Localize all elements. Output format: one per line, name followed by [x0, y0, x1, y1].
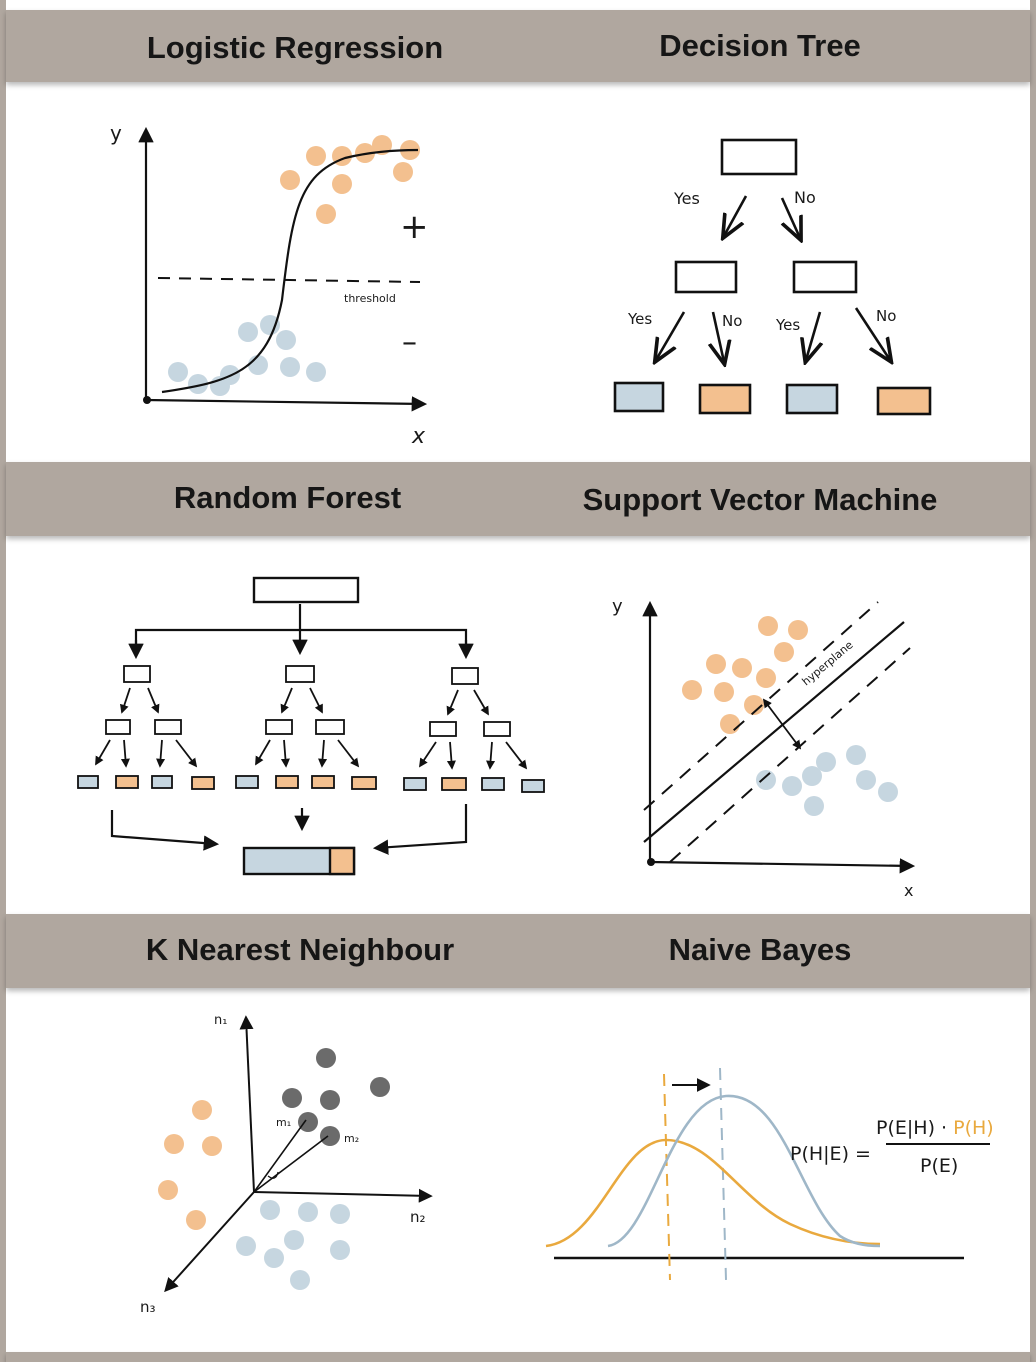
dt-leaf-1: [613, 381, 665, 413]
dt-leaf-2: [698, 383, 752, 415]
nb-formula-numerator: P(E|H) · P(H): [876, 1117, 994, 1139]
knn-m1-label: m₁: [276, 1116, 291, 1129]
knn-title: K Nearest Neighbour: [145, 932, 455, 967]
rf-tree-3: [403, 667, 545, 793]
dt-no-1: No: [794, 188, 816, 207]
header-band-row-2: [6, 462, 1030, 536]
decision-tree-title: Decision Tree: [659, 28, 861, 63]
lr-minus-label: –: [402, 325, 417, 360]
dt-node-right: [792, 260, 858, 294]
logistic-regression-title: Logistic Regression: [146, 30, 444, 65]
nb-numerator-b: P(H): [953, 1117, 994, 1139]
rf-tree-2: [235, 665, 377, 790]
naive-bayes-title: Naive Bayes: [668, 932, 852, 967]
header-band-row-3: [6, 914, 1030, 988]
knn-m2-label: m₂: [344, 1132, 359, 1145]
random-forest-title: Random Forest: [173, 480, 402, 515]
knn-n3-label: n₃: [140, 1298, 156, 1316]
dt-node-left: [674, 260, 738, 294]
nb-formula-denominator: P(E): [920, 1155, 958, 1177]
rf-root-node: [252, 576, 360, 604]
svm-y-label: y: [612, 596, 623, 617]
decision-tree-labels: Yes No Yes No Yes No: [627, 188, 896, 334]
naive-bayes-diagram: P(H|E) = P(E|H) · P(H) P(E): [545, 1067, 994, 1281]
random-forest-diagram: [77, 576, 545, 876]
svm-diagram: y x hyperplane: [612, 596, 916, 900]
dt-leaf-3: [785, 383, 839, 415]
lr-y-label: y: [110, 121, 122, 145]
lr-plus-label: +: [400, 207, 429, 247]
lr-threshold-label: threshold: [344, 292, 396, 305]
nb-formula-lhs: P(H|E) =: [790, 1143, 871, 1165]
header-band-row-1: [6, 10, 1030, 82]
svm-x-label: x: [904, 881, 913, 900]
nb-numerator-a: P(E|H) ·: [876, 1117, 953, 1139]
footer-band: [6, 1352, 1030, 1362]
dt-root-node: [720, 138, 798, 176]
dt-no-3: No: [876, 307, 896, 325]
dt-yes-2: Yes: [627, 310, 652, 328]
rf-tree-1: [77, 665, 215, 790]
decision-tree-diagram: [613, 138, 932, 416]
knn-diagram: n₁ n₂ n₃ m₁ m₂: [140, 1013, 433, 1316]
dt-yes-1: Yes: [673, 189, 700, 208]
svm-title: Support Vector Machine: [582, 482, 938, 517]
lr-x-label: x: [411, 424, 426, 449]
knn-n2-label: n₂: [410, 1208, 426, 1226]
dt-yes-3: Yes: [775, 316, 800, 334]
right-border: [1030, 0, 1036, 1362]
logistic-regression-diagram: y x threshold + –: [110, 121, 429, 449]
left-border: [0, 0, 6, 1362]
knn-n1-label: n₁: [214, 1013, 227, 1028]
dt-leaf-4: [876, 386, 932, 416]
dt-no-2: No: [722, 312, 742, 330]
